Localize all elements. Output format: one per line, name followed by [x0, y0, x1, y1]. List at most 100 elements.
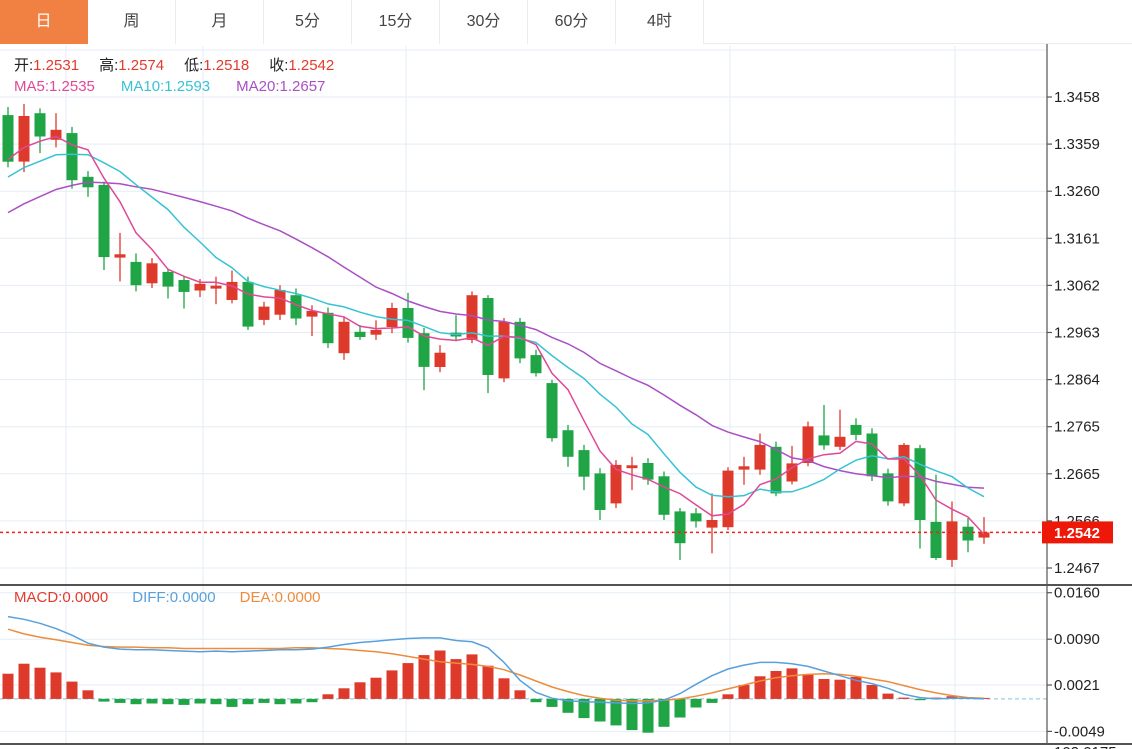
candle-body [386, 308, 398, 327]
ma5-line [7, 135, 985, 535]
candle-body [770, 446, 782, 494]
tab-period-6[interactable]: 60分 [528, 0, 616, 44]
candle-body [594, 473, 606, 510]
candle-body [66, 133, 78, 181]
macd-bar [530, 698, 542, 703]
diff-line [7, 615, 985, 705]
legend-value: 1.2574 [118, 57, 165, 74]
legend-ma-item: MA5:1.2535 [14, 78, 95, 95]
legend-label: 开: [14, 57, 34, 74]
current-price-value: 1.2542 [1054, 525, 1100, 542]
ma-legend: MA5:1.2535 MA10:1.2593 MA20:1.2657 [14, 78, 351, 95]
tab-period-3[interactable]: 5分 [264, 0, 352, 44]
macd-bar [66, 681, 78, 699]
macd-bar [482, 665, 494, 699]
macd-bar [642, 698, 654, 733]
macd-bar [82, 690, 94, 699]
candle-body [722, 470, 734, 528]
macd-bar [866, 685, 878, 699]
candle-body [882, 473, 894, 502]
macd-bar [258, 698, 270, 703]
candle-body [418, 333, 430, 367]
tab-period-2[interactable]: 月 [176, 0, 264, 44]
macd-bar [658, 698, 670, 727]
candle-body [610, 464, 622, 504]
legend-macd-item: DEA:0.0000 [240, 589, 321, 606]
macd-bar [306, 698, 318, 703]
candle-body [434, 352, 446, 367]
candle-body [834, 436, 846, 447]
macd-bar [18, 663, 30, 699]
axis-labels: 1.3458 1.3359 1.3260 1.3161 1.3062 1.2963 1.28… [1047, 89, 1117, 749]
macd-axis-label: 0.0021 [1054, 677, 1100, 694]
candle-body [706, 520, 718, 528]
macd-bar [754, 676, 766, 699]
candle-body [210, 285, 222, 289]
candle-body [98, 184, 110, 258]
legend-value: 1.2593 [164, 78, 211, 95]
macd-bar [274, 698, 286, 705]
macd-bar [626, 698, 638, 731]
legend-value: 1.2542 [288, 57, 335, 74]
macd-bar [674, 698, 686, 718]
candle-body [162, 271, 174, 287]
macd-bar [770, 671, 782, 699]
macd-bar [466, 654, 478, 699]
current-price-tag: 1.2542 [1042, 521, 1113, 544]
legend-value: 0.0000 [62, 589, 109, 606]
gridlines [0, 46, 1047, 744]
macd-bar [2, 673, 14, 699]
legend-macd-item: DIFF:0.0000 [132, 589, 215, 606]
macd-bar [818, 679, 830, 699]
candle-body [546, 383, 558, 439]
candle-body [626, 465, 638, 469]
macd-bar [146, 698, 158, 704]
tab-period-0[interactable]: 日 [0, 0, 88, 44]
price-axis-label: 1.3062 [1054, 277, 1100, 294]
macd-bar [850, 677, 862, 699]
candle-body [322, 312, 334, 344]
candle-body [338, 321, 350, 354]
price-axis-label: 1.2665 [1054, 466, 1100, 483]
price-axis-label: 1.2864 [1054, 372, 1100, 389]
macd-bar [34, 667, 46, 699]
candle-body [466, 295, 478, 340]
legend-ohlc-item: 收:1.2542 [269, 57, 334, 74]
candle-body [898, 444, 910, 504]
legend-value: 0.0000 [169, 589, 216, 606]
price-axis-label: 1.3260 [1054, 183, 1100, 200]
macd-bar [786, 668, 798, 699]
macd-bar [386, 670, 398, 699]
candle-body [914, 448, 926, 520]
legend-label: 高: [99, 57, 119, 74]
candle-body [402, 308, 414, 338]
macd-bar [546, 698, 558, 707]
candle-body [530, 355, 542, 374]
macd-bar [498, 678, 510, 699]
candle-body [642, 463, 654, 480]
candle-body [242, 281, 254, 327]
macd-bar [914, 698, 926, 701]
candle-body [962, 526, 974, 541]
tab-period-1[interactable]: 周 [88, 0, 176, 44]
macd-bar [610, 698, 622, 726]
candle-body [498, 321, 510, 379]
price-chart[interactable]: 1.3458 1.3359 1.3260 1.3161 1.3062 1.2963 1.28… [0, 44, 1132, 749]
candle-body [754, 444, 766, 470]
tab-period-5[interactable]: 30分 [440, 0, 528, 44]
tab-period-7[interactable]: 4时 [616, 0, 704, 44]
dea-line [7, 628, 985, 702]
legend-value: 1.2535 [49, 78, 95, 95]
macd-bar [130, 698, 142, 705]
macd-axis-label: 0.0090 [1054, 631, 1100, 648]
legend-ohlc-item: 高:1.2574 [99, 57, 164, 74]
candle-body [178, 280, 190, 292]
legend-label: MACD: [14, 589, 63, 606]
macd-bar [802, 675, 814, 699]
macd-bar [242, 698, 254, 705]
tab-period-4[interactable]: 15分 [352, 0, 440, 44]
candle-body [290, 295, 302, 319]
candle-body [946, 521, 958, 560]
ma10-line [7, 153, 985, 498]
